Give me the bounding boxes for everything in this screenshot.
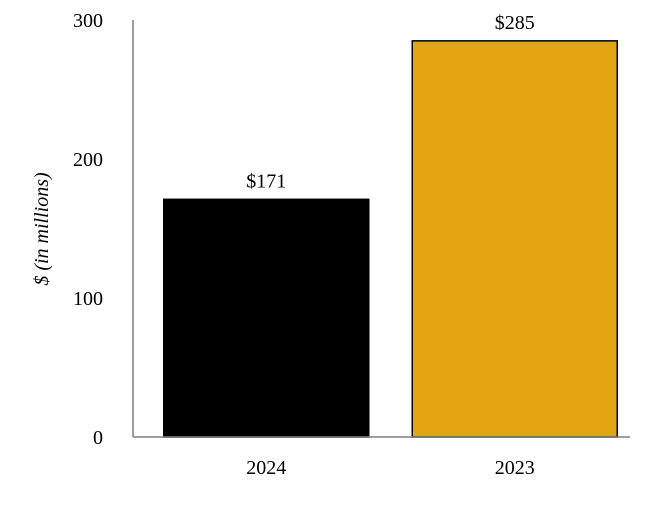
x-tick-label: 2023 bbox=[495, 457, 535, 479]
bar-2023 bbox=[411, 40, 618, 438]
data-label: $171 bbox=[246, 170, 286, 192]
y-tick-label: 300 bbox=[73, 10, 103, 32]
bar-2024 bbox=[163, 198, 370, 438]
y-tick-label: 200 bbox=[73, 149, 103, 171]
y-axis-label: $ (in millions) bbox=[31, 172, 53, 286]
x-tick-label: 2024 bbox=[246, 457, 286, 479]
data-label: $285 bbox=[495, 12, 535, 34]
y-tick-label: 0 bbox=[93, 427, 103, 449]
y-tick-label: 100 bbox=[73, 288, 103, 310]
